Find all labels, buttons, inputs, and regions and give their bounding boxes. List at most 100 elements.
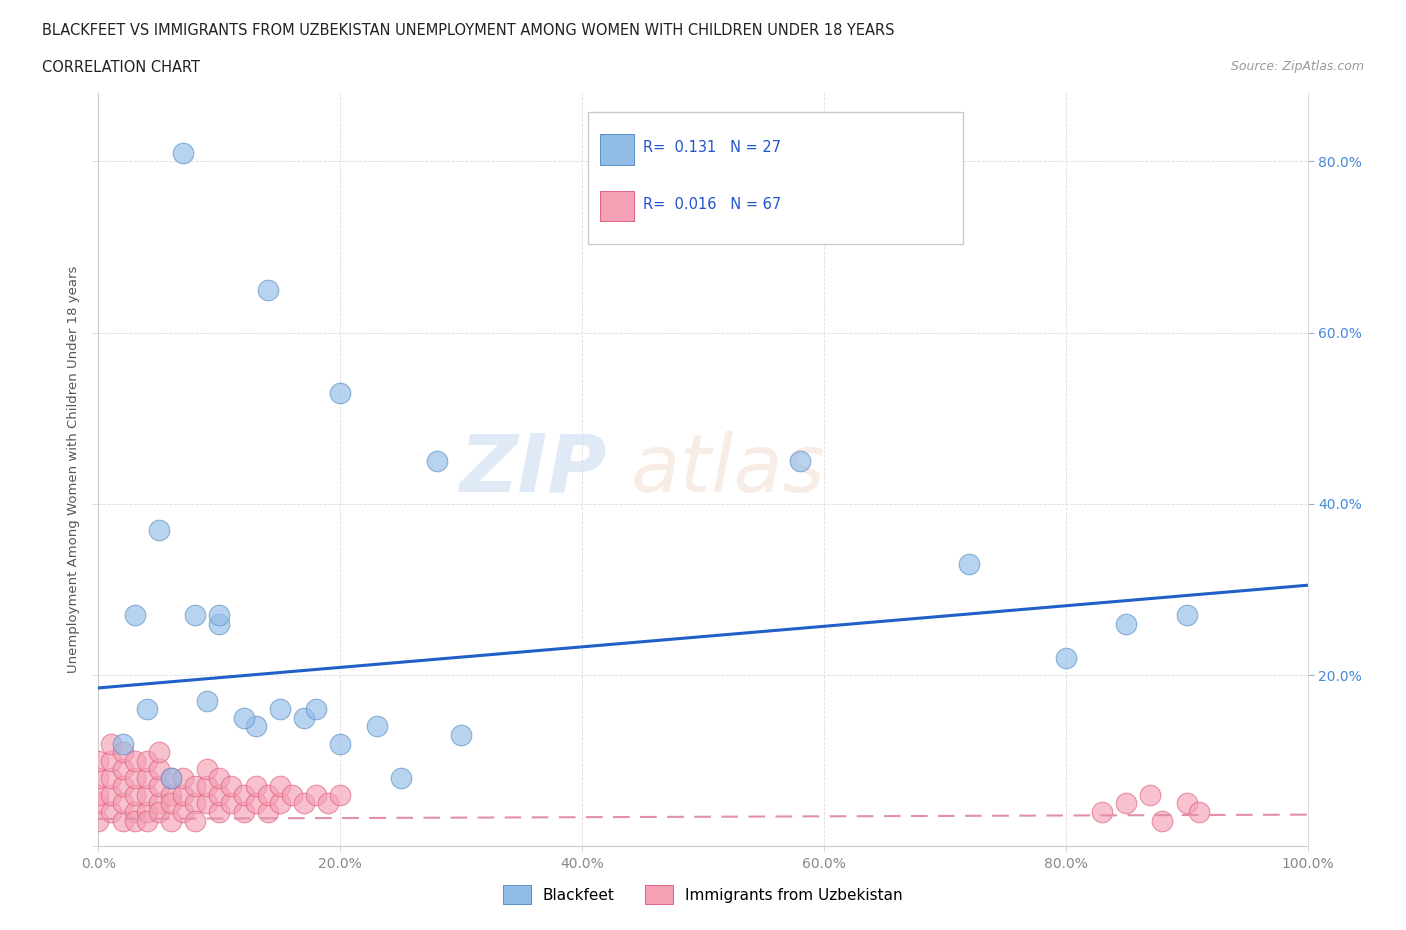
Point	[148, 745, 170, 760]
Point	[87, 753, 110, 768]
Point	[269, 702, 291, 717]
Point	[292, 711, 315, 725]
Point	[232, 804, 254, 819]
Point	[208, 788, 231, 803]
Point	[789, 454, 811, 469]
Point	[160, 770, 183, 785]
Text: atlas: atlas	[630, 431, 825, 509]
Point	[87, 796, 110, 811]
Y-axis label: Unemployment Among Women with Children Under 18 years: Unemployment Among Women with Children U…	[66, 266, 80, 673]
Point	[148, 804, 170, 819]
Point	[111, 779, 134, 794]
FancyBboxPatch shape	[588, 112, 963, 244]
Point	[124, 753, 146, 768]
Text: Source: ZipAtlas.com: Source: ZipAtlas.com	[1230, 60, 1364, 73]
Point	[1115, 796, 1137, 811]
Point	[135, 702, 157, 717]
Point	[148, 762, 170, 777]
Point	[256, 283, 278, 298]
Point	[195, 779, 218, 794]
Point	[1175, 607, 1198, 622]
Point	[329, 788, 352, 803]
Point	[160, 770, 183, 785]
Bar	[600, 191, 634, 221]
Point	[124, 770, 146, 785]
Point	[135, 753, 157, 768]
Point	[269, 779, 291, 794]
Point	[184, 813, 207, 828]
Point	[1054, 651, 1077, 666]
Point	[292, 796, 315, 811]
Point	[1188, 804, 1211, 819]
Point	[256, 804, 278, 819]
Point	[172, 788, 194, 803]
Point	[124, 813, 146, 828]
Point	[111, 745, 134, 760]
Point	[305, 788, 328, 803]
Point	[221, 796, 243, 811]
Point	[111, 813, 134, 828]
Point	[135, 770, 157, 785]
Point	[329, 385, 352, 400]
Point	[256, 788, 278, 803]
Point	[148, 796, 170, 811]
Point	[100, 770, 122, 785]
Point	[232, 788, 254, 803]
Point	[111, 796, 134, 811]
Point	[1152, 813, 1174, 828]
Point	[184, 607, 207, 622]
Point	[172, 770, 194, 785]
Point	[100, 737, 122, 751]
Point	[172, 804, 194, 819]
Point	[316, 796, 339, 811]
Point	[100, 804, 122, 819]
Point	[1115, 617, 1137, 631]
Point	[135, 804, 157, 819]
Point	[232, 711, 254, 725]
Point	[184, 796, 207, 811]
Point	[305, 702, 328, 717]
Point	[135, 813, 157, 828]
Point	[208, 607, 231, 622]
Point	[87, 813, 110, 828]
Point	[1175, 796, 1198, 811]
Point	[87, 770, 110, 785]
Legend: Blackfeet, Immigrants from Uzbekistan: Blackfeet, Immigrants from Uzbekistan	[498, 880, 908, 910]
Point	[135, 788, 157, 803]
Point	[124, 804, 146, 819]
Point	[426, 454, 449, 469]
Point	[172, 145, 194, 160]
Point	[195, 796, 218, 811]
Point	[124, 788, 146, 803]
Point	[160, 813, 183, 828]
Point	[184, 779, 207, 794]
Text: R=  0.131   N = 27: R= 0.131 N = 27	[643, 140, 780, 155]
Point	[1139, 788, 1161, 803]
Text: R=  0.016   N = 67: R= 0.016 N = 67	[643, 197, 780, 212]
Text: BLACKFEET VS IMMIGRANTS FROM UZBEKISTAN UNEMPLOYMENT AMONG WOMEN WITH CHILDREN U: BLACKFEET VS IMMIGRANTS FROM UZBEKISTAN …	[42, 23, 894, 38]
Point	[208, 617, 231, 631]
Point	[245, 796, 267, 811]
Point	[87, 788, 110, 803]
Bar	[600, 135, 634, 165]
Point	[124, 607, 146, 622]
Point	[160, 796, 183, 811]
Point	[269, 796, 291, 811]
Point	[389, 770, 412, 785]
Point	[100, 788, 122, 803]
Point	[245, 719, 267, 734]
Point	[208, 770, 231, 785]
Point	[100, 753, 122, 768]
Point	[281, 788, 304, 803]
Point	[160, 788, 183, 803]
Point	[111, 762, 134, 777]
Point	[148, 522, 170, 537]
Text: CORRELATION CHART: CORRELATION CHART	[42, 60, 200, 75]
Point	[111, 737, 134, 751]
Point	[221, 779, 243, 794]
Point	[148, 779, 170, 794]
Point	[957, 556, 980, 571]
Point	[195, 694, 218, 709]
Point	[329, 737, 352, 751]
Point	[366, 719, 388, 734]
